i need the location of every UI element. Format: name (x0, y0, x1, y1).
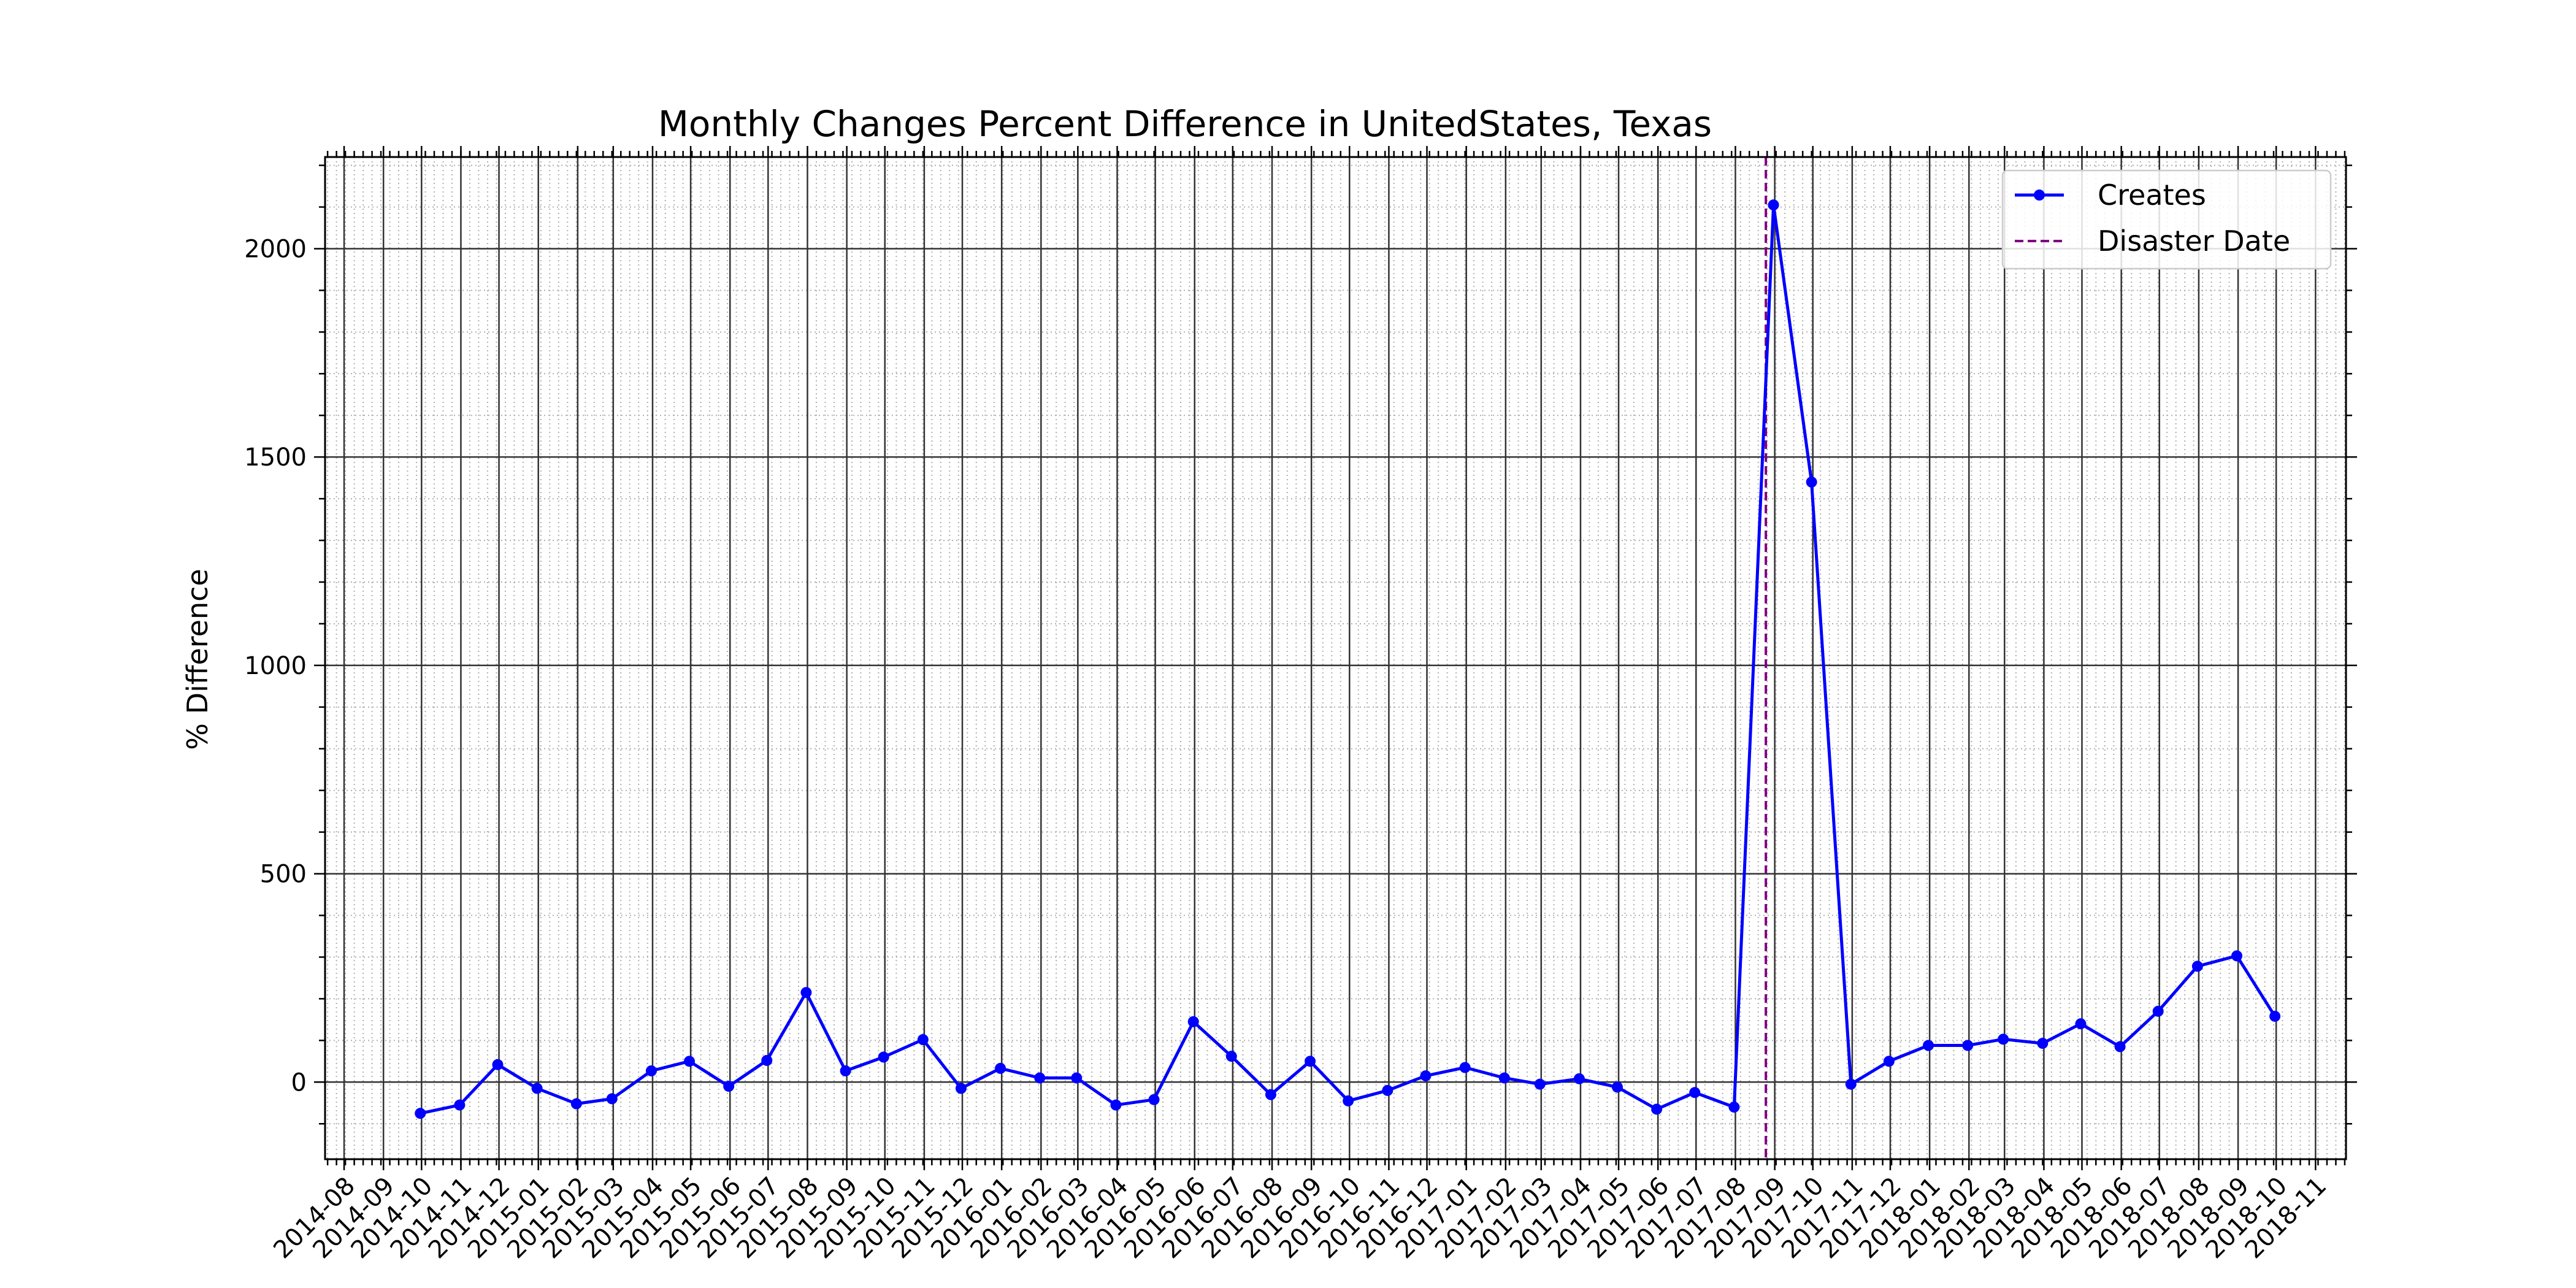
creates-data-point (1923, 1040, 1934, 1051)
creates-data-point (1459, 1062, 1471, 1073)
creates-data-point (645, 1065, 657, 1076)
creates-data-point (684, 1056, 696, 1067)
y-tick-label: 2000 (244, 235, 307, 263)
creates-data-point (1651, 1103, 1663, 1115)
creates-data-point (917, 1034, 929, 1046)
creates-data-point (2231, 950, 2243, 962)
creates-data-point (2191, 960, 2203, 972)
y-tick-label: 1500 (244, 443, 307, 472)
creates-data-point (1343, 1095, 1354, 1106)
creates-data-point (878, 1051, 889, 1063)
creates-data-point (1962, 1040, 1974, 1051)
creates-data-point (1265, 1089, 1276, 1100)
legend: Creates Disaster Date (2001, 169, 2332, 270)
creates-data-point (606, 1093, 618, 1105)
creates-data-point (1382, 1084, 1393, 1096)
creates-data-point (531, 1083, 543, 1094)
creates-data-point (1998, 1033, 2009, 1045)
creates-data-point (955, 1083, 967, 1094)
creates-data-point (492, 1059, 504, 1070)
major-y-gridlines (325, 248, 2346, 1083)
creates-data-point (2269, 1010, 2281, 1022)
creates-data-point (1806, 476, 1817, 488)
legend-disaster-date-label: Disaster Date (2098, 224, 2290, 258)
creates-data-point (1187, 1016, 1199, 1027)
creates-data-point (1498, 1072, 1510, 1084)
creates-data-point (1845, 1078, 1857, 1090)
y-tick-label: 1000 (244, 652, 307, 680)
y-axis-ticks: 0 500 1000 1500 2000 (244, 164, 2357, 1125)
creates-data-point (1034, 1072, 1046, 1084)
creates-data-point (1768, 199, 1779, 211)
creates-data-point (2152, 1005, 2164, 1017)
series-layer (415, 199, 2281, 1119)
creates-data-point (1071, 1072, 1083, 1084)
y-tick-label: 0 (291, 1068, 307, 1097)
major-x-gridlines (343, 157, 2317, 1159)
y-tick-label: 500 (260, 861, 307, 889)
creates-data-point (761, 1054, 773, 1066)
creates-data-point (840, 1065, 851, 1076)
creates-data-point (570, 1098, 582, 1110)
legend-creates-label: Creates (2098, 178, 2206, 212)
legend-creates-swatch-marker (2034, 190, 2045, 201)
creates-data-point (2114, 1041, 2126, 1052)
creates-data-point (415, 1108, 426, 1119)
creates-data-point (1420, 1070, 1432, 1082)
axes-frame (324, 156, 2347, 1160)
plot-area-border (324, 156, 2347, 1160)
creates-data-point (2037, 1038, 2049, 1049)
creates-data-point (1611, 1081, 1623, 1093)
creates-data-point (723, 1081, 735, 1092)
creates-data-point (1225, 1051, 1237, 1062)
creates-data-point (1110, 1099, 1122, 1111)
creates-data-point (2075, 1018, 2087, 1030)
legend-box (2001, 169, 2332, 270)
creates-data-point (800, 987, 812, 999)
y-axis-title: % Difference (181, 569, 214, 749)
creates-data-point (1148, 1094, 1160, 1105)
creates-data-point (1534, 1078, 1546, 1090)
creates-data-point (995, 1062, 1006, 1074)
chart-title: Monthly Changes Percent Difference in Un… (658, 103, 1712, 145)
creates-data-point (1305, 1056, 1316, 1067)
creates-data-point (1728, 1102, 1740, 1113)
creates-data-point (1573, 1073, 1585, 1084)
creates-data-point (1883, 1056, 1895, 1067)
creates-data-point (454, 1099, 466, 1111)
creates-data-point (1689, 1087, 1701, 1098)
